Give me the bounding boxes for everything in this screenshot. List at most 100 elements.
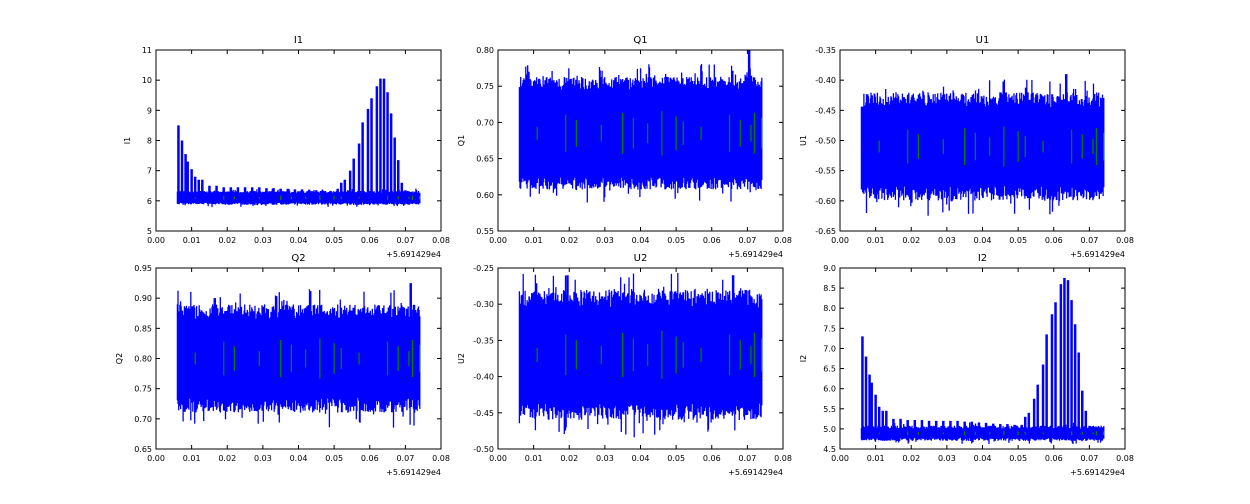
y-tick-label: 8	[147, 137, 152, 146]
subplot-U2: 0.00 0.01 0.02 0.03 0.04 0.05 0.06 0.07 0.08 -0.5…	[457, 253, 792, 477]
x-tick-label: 0.03	[938, 236, 956, 245]
x-tick-label: 0.05	[667, 236, 685, 245]
y-tick-label: 8.5	[823, 284, 836, 293]
x-tick-label: 0.07	[1080, 236, 1098, 245]
x-offset-label: +5.691429e4	[728, 250, 783, 259]
y-tick-label: 0.80	[134, 355, 152, 364]
x-tick-label: 0.08	[1116, 454, 1134, 463]
x-tick-label: 0.05	[1009, 454, 1027, 463]
y-tick-label: 8.0	[823, 304, 836, 313]
subplot-I2: 0.00 0.01 0.02 0.03 0.04 0.05 0.06 0.07 0.08 4.5 5…	[799, 253, 1134, 477]
x-tick-label: 0.04	[290, 236, 308, 245]
subplot-U1: 0.00 0.01 0.02 0.03 0.04 0.05 0.06 0.07 0.08 -0.6…	[799, 35, 1134, 259]
x-tick-label: 0.00	[831, 454, 849, 463]
y-axis-label: Q2	[115, 353, 124, 364]
x-tick-label: 0.00	[489, 454, 507, 463]
x-tick-label: 0.04	[290, 454, 308, 463]
x-offset-label: +5.691429e4	[386, 468, 441, 477]
series-band-U2	[518, 272, 763, 438]
series-band-Q1	[518, 64, 763, 203]
x-tick-label: 0.06	[703, 454, 721, 463]
x-tick-label: 0.02	[560, 454, 578, 463]
subplot-Q2: 0.00 0.01 0.02 0.03 0.04 0.05 0.06 0.07 0.08 0.65…	[115, 253, 450, 477]
y-tick-label: 0.80	[476, 46, 494, 55]
y-tick-label: 10	[142, 76, 152, 85]
y-tick-label: 0.95	[134, 264, 152, 273]
y-tick-label: 7	[147, 167, 152, 176]
subplot-title: U1	[976, 35, 990, 46]
series-band-U1	[860, 79, 1105, 216]
y-tick-label: -0.45	[473, 409, 494, 418]
x-offset-label: +5.691429e4	[728, 468, 783, 477]
x-tick-label: 0.01	[525, 236, 543, 245]
subplot-I1: 0.00 0.01 0.02 0.03 0.04 0.05 0.06 0.07 0.08 5 6 7 8…	[123, 35, 450, 259]
subplot-title: I2	[978, 253, 987, 264]
y-tick-label: 6	[147, 197, 152, 206]
y-tick-label: -0.35	[473, 336, 494, 345]
y-tick-label: -0.40	[473, 373, 494, 382]
x-tick-label: 0.06	[703, 236, 721, 245]
y-tick-label: 0.70	[476, 118, 494, 127]
x-tick-label: 0.02	[902, 454, 920, 463]
x-tick-label: 0.06	[361, 236, 379, 245]
x-tick-label: 0.01	[525, 454, 543, 463]
y-axis-label: Q1	[457, 135, 466, 146]
y-axis-label: I2	[799, 355, 808, 362]
x-tick-label: 0.02	[218, 236, 236, 245]
y-tick-label: 0.65	[476, 155, 494, 164]
x-tick-label: 0.05	[1009, 236, 1027, 245]
y-tick-label: 0.75	[134, 385, 152, 394]
x-tick-label: 0.05	[667, 454, 685, 463]
plot-area	[176, 78, 421, 208]
x-tick-label: 0.07	[396, 454, 414, 463]
subplot-Q1: 0.00 0.01 0.02 0.03 0.04 0.05 0.06 0.07 0.08 0.55…	[457, 35, 792, 259]
subplot-title: I1	[294, 35, 303, 46]
y-tick-label: -0.55	[815, 167, 836, 176]
x-tick-label: 0.08	[432, 236, 450, 245]
y-tick-label: -0.60	[815, 197, 836, 206]
x-tick-label: 0.01	[867, 454, 885, 463]
x-tick-label: 0.07	[738, 454, 756, 463]
y-tick-label: 0.90	[134, 294, 152, 303]
x-tick-label: 0.04	[632, 454, 650, 463]
x-tick-label: 0.00	[147, 454, 165, 463]
y-axis-label: I1	[123, 137, 132, 144]
y-tick-label: 11	[142, 46, 152, 55]
x-tick-label: 0.00	[831, 236, 849, 245]
x-tick-label: 0.01	[183, 454, 201, 463]
x-tick-label: 0.08	[774, 236, 792, 245]
y-tick-label: 6.5	[823, 365, 836, 374]
x-tick-label: 0.01	[867, 236, 885, 245]
x-tick-label: 0.03	[254, 236, 272, 245]
y-axis-label: U2	[457, 353, 466, 364]
x-tick-label: 0.03	[596, 236, 614, 245]
y-tick-label: 9	[147, 106, 152, 115]
series-band-Q2	[176, 289, 421, 428]
x-tick-label: 0.07	[738, 236, 756, 245]
x-tick-label: 0.00	[489, 236, 507, 245]
y-tick-label: -0.25	[473, 264, 494, 273]
subplot-title: Q2	[291, 253, 305, 264]
y-tick-label: 7.0	[823, 344, 836, 353]
x-tick-label: 0.03	[596, 454, 614, 463]
y-tick-label: 9.0	[823, 264, 836, 273]
x-tick-label: 0.08	[432, 454, 450, 463]
plot-area	[860, 74, 1105, 216]
x-tick-label: 0.06	[1045, 454, 1063, 463]
y-tick-label: 0.60	[476, 191, 494, 200]
y-tick-label: 0.70	[134, 415, 152, 424]
x-offset-label: +5.691429e4	[1070, 250, 1125, 259]
x-tick-label: 0.02	[902, 236, 920, 245]
y-tick-label: 5.5	[823, 405, 836, 414]
x-tick-label: 0.00	[147, 236, 165, 245]
x-tick-label: 0.05	[325, 454, 343, 463]
y-tick-label: 7.5	[823, 324, 836, 333]
y-tick-label: -0.50	[815, 137, 836, 146]
x-tick-label: 0.04	[974, 236, 992, 245]
y-tick-label: 6.0	[823, 385, 836, 394]
y-tick-label: -0.45	[815, 106, 836, 115]
x-tick-label: 0.07	[396, 236, 414, 245]
y-tick-label: 0.85	[134, 324, 152, 333]
y-tick-label: 0.65	[134, 445, 152, 454]
